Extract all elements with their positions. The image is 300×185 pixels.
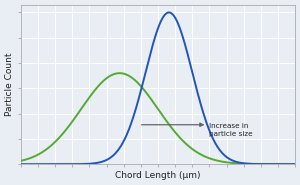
Text: Increase in
particle size: Increase in particle size xyxy=(209,123,252,137)
Y-axis label: Particle Count: Particle Count xyxy=(5,53,14,116)
X-axis label: Chord Length (μm): Chord Length (μm) xyxy=(115,171,201,180)
